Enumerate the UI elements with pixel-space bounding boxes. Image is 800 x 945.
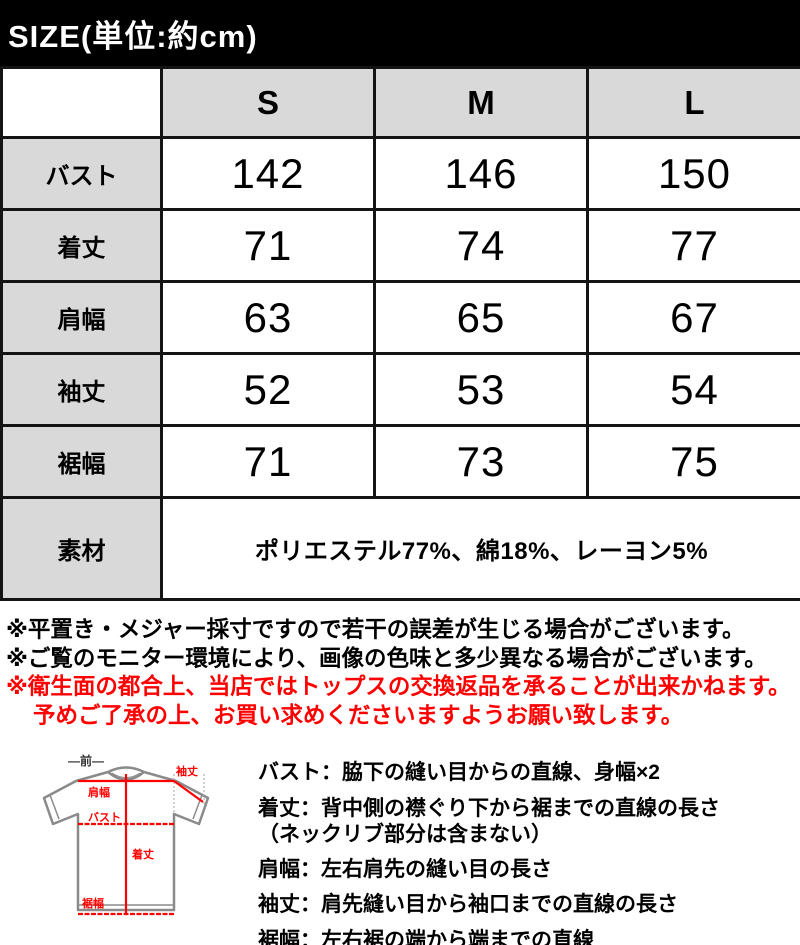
sleeve-s-value: 52 (160, 352, 376, 427)
sleeve-l-value: 54 (586, 352, 800, 427)
definition-shoulder: 肩幅：左右肩先の縫い目の長さ (258, 858, 552, 881)
diagram-label-length: 着丈 (132, 849, 154, 862)
bust-l-value: 150 (586, 136, 800, 211)
row-label-material: 素材 (0, 496, 163, 601)
front-label: —前— (68, 754, 105, 769)
material-value: ポリエステル77%、綿18%、レーヨン5% (160, 496, 800, 601)
measurement-guide: —前— 袖丈 肩幅 バスト 着丈 裾幅 (0, 750, 800, 945)
length-s-value: 71 (160, 208, 376, 283)
corner-cell (0, 66, 163, 139)
size-chart-title: SIZE(単位:約cm) (8, 18, 258, 54)
row-label-sleeve: 袖丈 (0, 352, 163, 427)
shoulder-l-value: 67 (586, 280, 800, 355)
diagram-label-shoulder: 肩幅 (88, 787, 110, 800)
table-row-material: 素材 ポリエステル77%、綿18%、レーヨン5% (0, 496, 800, 601)
shoulder-m-value: 65 (373, 280, 589, 355)
diagram-label-hem: 裾幅 (82, 898, 104, 911)
column-header-s: S (160, 66, 376, 139)
diagram-label-bust: バスト (88, 812, 121, 825)
bust-s-value: 142 (160, 136, 376, 211)
note-return-policy: ※衛生面の都合上、当店ではトップスの交換返品を承ることが出来かねます。 (6, 674, 791, 700)
measurement-definitions: バスト：脇下の縫い目からの直線、身幅×2 着丈：背中側の襟ぐり下から裾までの直線… (252, 750, 720, 945)
row-label-length: 着丈 (0, 208, 163, 283)
tshirt-illustration (42, 766, 210, 916)
column-header-l: L (586, 66, 800, 139)
tshirt-diagram: —前— 袖丈 肩幅 バスト 着丈 裾幅 (26, 750, 252, 945)
row-label-shoulder: 肩幅 (0, 280, 163, 355)
note-measure: ※平置き・メジャー採寸ですので若干の誤差が生じる場合がございます。 (6, 617, 745, 642)
length-l-value: 77 (586, 208, 800, 283)
definition-bust: バスト：脇下の縫い目からの直線、身幅×2 (258, 761, 660, 785)
diagram-label-sleeve: 袖丈 (176, 766, 198, 779)
table-row-bust: バスト 142 146 150 (0, 136, 800, 211)
definition-length-note: （ネックリブ部分は含まない） (258, 822, 552, 846)
size-table: S M L バスト 142 146 150 着丈 71 74 77 肩幅 63 … (0, 66, 800, 601)
bust-m-value: 146 (373, 136, 589, 211)
table-row-length: 着丈 71 74 77 (0, 208, 800, 283)
sleeve-m-value: 53 (373, 352, 589, 427)
row-label-hem: 裾幅 (0, 424, 163, 499)
row-label-bust: バスト (0, 136, 163, 211)
disclaimer-notes: ※平置き・メジャー採寸ですので若干の誤差が生じる場合がございます。 ※ご覧のモニ… (6, 616, 800, 730)
hem-l-value: 75 (586, 424, 800, 499)
size-table-header-row: S M L (0, 66, 800, 139)
column-header-m: M (373, 66, 589, 139)
table-row-hem: 裾幅 71 73 75 (0, 424, 800, 499)
definition-hem: 裾幅：左右裾の端から端までの直線 (258, 928, 594, 945)
length-m-value: 74 (373, 208, 589, 283)
shoulder-s-value: 63 (160, 280, 376, 355)
table-row-shoulder: 肩幅 63 65 67 (0, 280, 800, 355)
hem-s-value: 71 (160, 424, 376, 499)
note-return-policy-2: 予めご了承の上、お買い求めくださいますようお願い致します。 (33, 702, 684, 728)
size-chart-header: SIZE(単位:約cm) (0, 0, 800, 66)
definition-length: 着丈：背中側の襟ぐり下から裾までの直線の長さ （ネックリブ部分は含まない） (258, 796, 720, 849)
definition-sleeve: 袖丈：肩先縫い目から袖口までの直線の長さ (258, 893, 678, 917)
note-monitor: ※ご覧のモニター環境により、画像の色味と多少異なる場合がございます。 (6, 645, 767, 671)
hem-m-value: 73 (373, 424, 589, 499)
table-row-sleeve: 袖丈 52 53 54 (0, 352, 800, 427)
